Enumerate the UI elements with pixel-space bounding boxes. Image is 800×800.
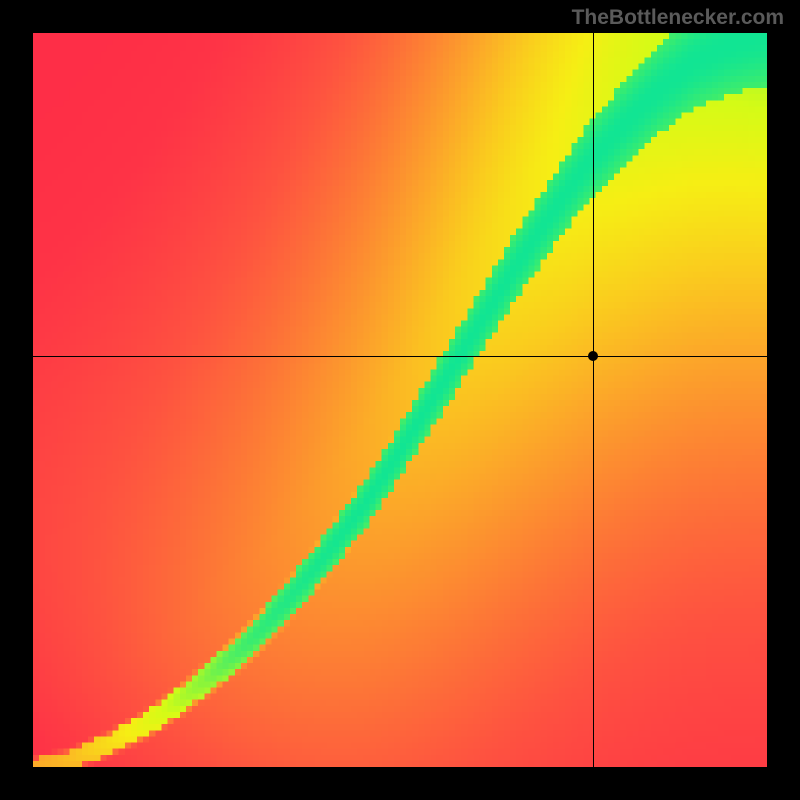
marker-point: [588, 351, 598, 361]
heatmap-canvas: [33, 33, 767, 767]
crosshair-horizontal: [33, 356, 767, 357]
crosshair-vertical: [593, 33, 594, 767]
chart-container: TheBottlenecker.com: [0, 0, 800, 800]
watermark-text: TheBottlenecker.com: [572, 6, 784, 30]
